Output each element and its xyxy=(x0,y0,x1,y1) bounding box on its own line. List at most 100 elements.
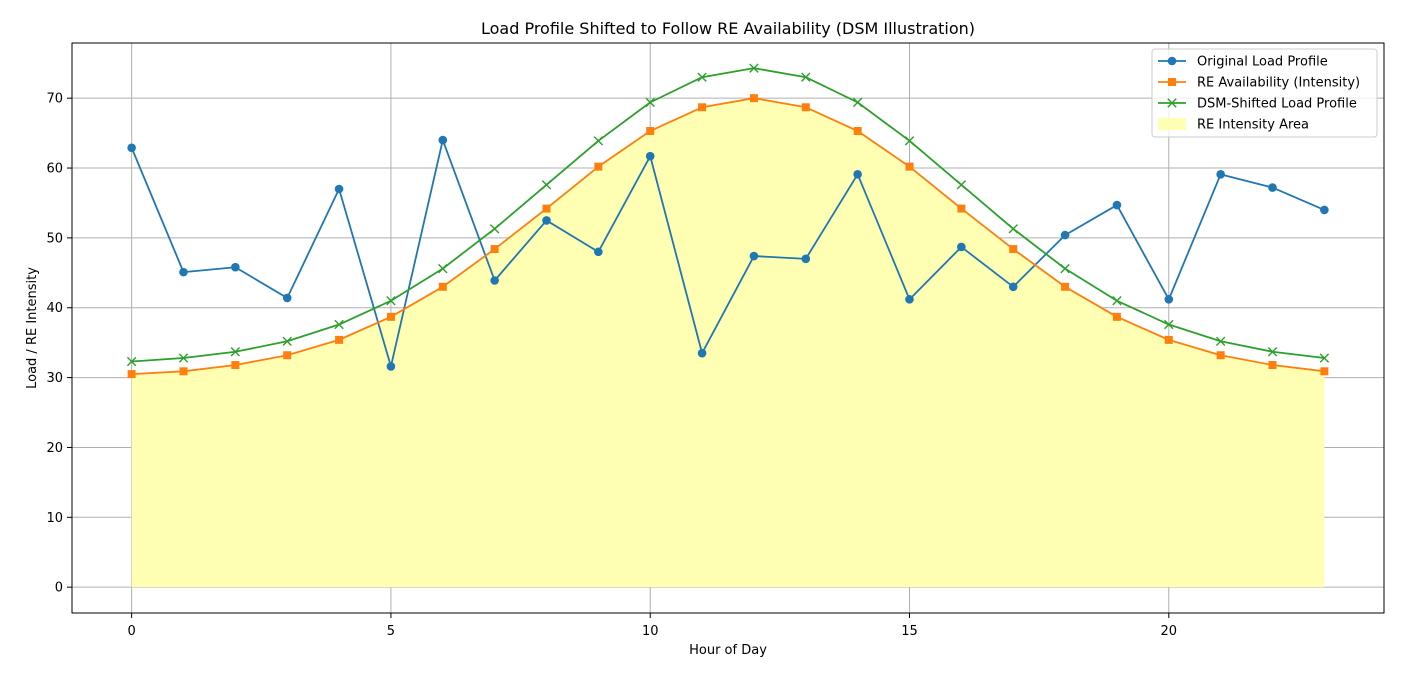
dsm-shifted-load-profile-point xyxy=(230,347,241,357)
re-availability-intensity-point xyxy=(127,370,136,379)
original-load-profile-point xyxy=(282,293,292,303)
dsm-shifted-load-profile-point xyxy=(801,72,811,82)
legend-entry-re-intensity-area: RE Intensity Area xyxy=(1158,118,1309,133)
legend-entry-original-load-profile: Original Load Profile xyxy=(1158,55,1328,70)
y-axis-label: Load / RE Intensity xyxy=(25,267,40,389)
x-axis: 0 5 10 15 20 xyxy=(127,613,1177,639)
original-load-profile-point xyxy=(1164,295,1174,304)
legend: Original Load Profile RE Availability (In… xyxy=(1151,48,1378,138)
dsm-shifted-load-profile-point xyxy=(1267,347,1278,357)
legend-frame xyxy=(1151,48,1378,138)
y-axis: 0 10 20 30 40 50 60 70 xyxy=(46,92,72,596)
dsm-shifted-load-profile-point xyxy=(1008,224,1018,234)
x-axis-label: Hour of Day xyxy=(689,643,767,658)
x-tick-label: 10 xyxy=(642,624,659,639)
original-load-profile-point xyxy=(697,348,707,358)
y-tick-label: 30 xyxy=(46,371,63,386)
original-load-profile-point xyxy=(645,151,655,161)
y-tick-label: 40 xyxy=(46,301,63,316)
x-tick-label: 5 xyxy=(387,624,395,639)
dsm-shifted-load-profile-point xyxy=(178,353,189,363)
re-availability-intensity-point xyxy=(490,245,499,254)
original-load-profile-point xyxy=(1320,205,1329,215)
series-dsm-shifted-load-profile xyxy=(126,63,1330,367)
original-load-profile-point xyxy=(749,251,759,261)
re-availability-intensity-point xyxy=(1216,351,1225,360)
dsm-shifted-load-profile-point xyxy=(1319,353,1330,363)
x-tick-label: 20 xyxy=(1161,624,1178,639)
series-original-load-profile xyxy=(127,135,1329,371)
re-availability-intensity-point xyxy=(335,335,344,344)
original-load-profile-line xyxy=(130,139,1326,368)
dsm-shifted-load-profile-point xyxy=(852,97,863,108)
dsm-shifted-load-profile-point xyxy=(904,136,915,146)
re-availability-intensity-point xyxy=(542,204,551,213)
original-load-profile-point xyxy=(853,170,862,179)
y-tick-label: 20 xyxy=(46,441,63,456)
re-availability-intensity-point xyxy=(594,162,603,171)
dsm-shifted-load-profile-point xyxy=(438,263,448,274)
dsm-shifted-load-profile-line xyxy=(130,67,1326,363)
y-tick-label: 0 xyxy=(55,581,63,596)
dsm-shifted-load-profile-point xyxy=(1060,263,1070,274)
original-load-profile-point xyxy=(542,216,551,225)
re-availability-intensity-point xyxy=(957,204,966,213)
y-tick-label: 60 xyxy=(46,162,63,177)
legend-marker xyxy=(1167,98,1177,108)
re-availability-intensity-point xyxy=(905,162,914,171)
legend-swatch xyxy=(1158,118,1186,130)
dsm-shifted-load-profile-point xyxy=(282,336,292,346)
re-availability-intensity-point xyxy=(646,127,655,136)
re-availability-intensity-line xyxy=(130,97,1326,376)
original-load-profile-point xyxy=(1112,200,1122,210)
x-tick-label: 15 xyxy=(901,624,918,639)
dsm-shifted-load-profile-point xyxy=(1164,319,1174,330)
legend-entry-dsm-shifted-load-profile: DSM-Shifted Load Profile xyxy=(1158,97,1357,112)
re-availability-intensity-point xyxy=(698,103,707,112)
re-availability-intensity-point xyxy=(749,94,758,103)
dsm-shifted-load-profile-point xyxy=(1215,336,1226,346)
original-load-profile-point xyxy=(594,247,603,257)
y-tick-label: 10 xyxy=(46,511,63,526)
re-availability-intensity-point xyxy=(283,351,292,360)
chart-title: Load Profile Shifted to Follow RE Availa… xyxy=(481,19,975,38)
re-availability-intensity-point xyxy=(801,103,810,112)
original-load-profile-point xyxy=(231,262,240,272)
legend-label: Original Load Profile xyxy=(1197,55,1328,70)
re-availability-intensity-point xyxy=(438,282,447,291)
legend-marker xyxy=(1167,56,1177,66)
original-load-profile-point xyxy=(905,295,914,304)
original-load-profile-point xyxy=(386,362,396,371)
re-availability-intensity-point xyxy=(1009,245,1018,254)
dsm-shifted-load-profile-point xyxy=(334,319,344,330)
dsm-shifted-load-profile-point xyxy=(645,97,655,108)
legend-marker xyxy=(1168,78,1176,86)
original-load-profile-point xyxy=(179,267,188,277)
axes-frame xyxy=(71,42,1385,614)
dsm-shifted-load-profile-point xyxy=(386,296,396,306)
dsm-shifted-load-profile-point xyxy=(697,72,707,82)
legend-label: RE Availability (Intensity) xyxy=(1197,76,1360,91)
dsm-shifted-load-profile-point xyxy=(749,63,759,73)
plot-area xyxy=(71,42,1385,614)
original-load-profile-point xyxy=(957,242,966,252)
y-tick-label: 70 xyxy=(46,92,63,107)
series-layer xyxy=(126,63,1330,379)
dsm-shifted-load-profile-point xyxy=(956,180,967,190)
dsm-shifted-load-profile-point xyxy=(1112,296,1122,306)
y-tick-label: 50 xyxy=(46,231,63,246)
re-intensity-area xyxy=(131,98,1325,588)
re-availability-intensity-point xyxy=(1112,312,1121,321)
dsm-shifted-load-profile-point xyxy=(593,136,604,146)
original-load-profile-point xyxy=(1060,230,1070,240)
re-availability-intensity-point xyxy=(1320,367,1329,376)
original-load-profile-point xyxy=(438,135,448,145)
original-load-profile-point xyxy=(1008,282,1018,292)
re-availability-intensity-point xyxy=(1268,361,1277,370)
legend-entries: Original Load Profile RE Availability (In… xyxy=(1158,55,1360,133)
dsm-shifted-load-profile-point xyxy=(489,224,500,234)
re-availability-intensity-point xyxy=(1061,282,1070,291)
original-load-profile-point xyxy=(801,254,811,264)
re-availability-intensity-point xyxy=(179,367,188,376)
